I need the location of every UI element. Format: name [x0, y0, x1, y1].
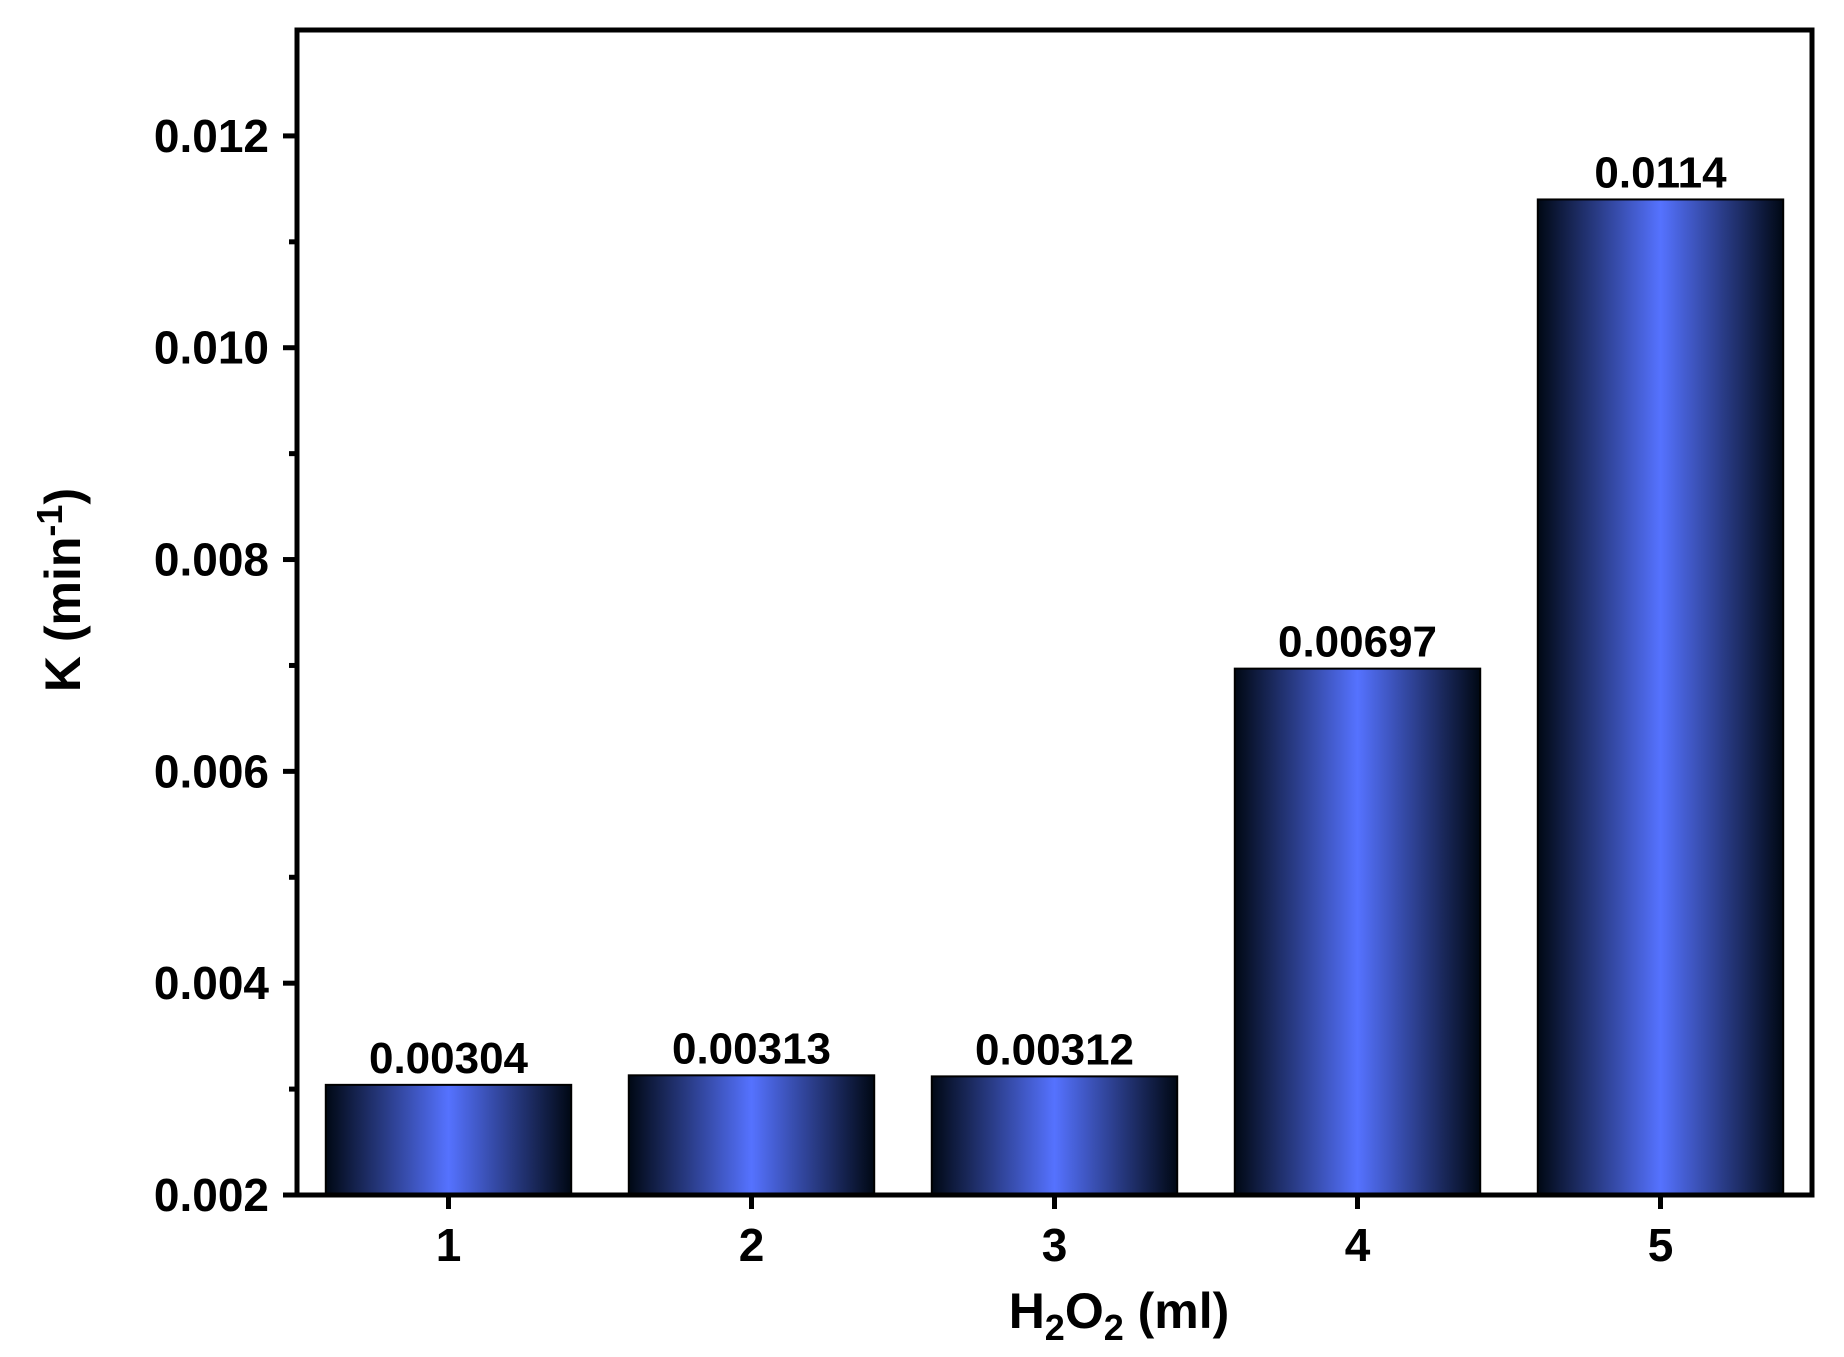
- bars-layer: [324, 198, 1785, 1197]
- y-axis-title-main: K (min: [35, 537, 91, 693]
- y-tick-label-0.012: 0.012: [154, 110, 269, 162]
- x-axis-title-sub2: 2: [1104, 1307, 1124, 1348]
- x-axis-title: H2O2 (ml): [1009, 1283, 1230, 1348]
- x-tick-label-5: 5: [1648, 1219, 1674, 1271]
- x-axis-title-base: H: [1009, 1283, 1045, 1339]
- x-axis-title-rest: (ml): [1124, 1283, 1230, 1339]
- data-label-2: 0.00313: [672, 1024, 831, 1073]
- y-tick-label-0.002: 0.002: [154, 1169, 269, 1221]
- y-axis-title-close: ): [35, 488, 91, 505]
- x-tick-label-4: 4: [1345, 1219, 1371, 1271]
- bar-3: [930, 1075, 1179, 1197]
- ticks-layer: 1 2 3 4 5 0.002 0.004 0.006 0.008 0.010 0.012: [154, 110, 1673, 1271]
- x-axis-title-sub1: 2: [1045, 1307, 1065, 1348]
- data-labels-layer: 0.00304 0.00313 0.00312 0.00697 0.0114: [369, 148, 1727, 1082]
- x-tick-label-2: 2: [739, 1219, 765, 1271]
- plot-frame: [294, 27, 1815, 1198]
- y-tick-label-0.004: 0.004: [154, 957, 270, 1009]
- bar-2: [627, 1074, 876, 1197]
- data-label-3: 0.00312: [975, 1025, 1134, 1074]
- bar-5: [1536, 198, 1785, 1197]
- data-label-5: 0.0114: [1594, 148, 1727, 197]
- y-tick-label-0.010: 0.010: [154, 322, 269, 374]
- bar-4: [1233, 667, 1482, 1196]
- y-axis-title: K (min-1): [29, 488, 91, 692]
- x-tick-label-1: 1: [436, 1219, 462, 1271]
- x-tick-label-3: 3: [1042, 1219, 1068, 1271]
- y-tick-label-0.008: 0.008: [154, 534, 269, 586]
- x-axis-title-mid: O: [1065, 1283, 1104, 1339]
- y-axis-title-sup: -1: [29, 505, 70, 537]
- data-label-4: 0.00697: [1278, 618, 1437, 667]
- y-tick-label-0.006: 0.006: [154, 745, 269, 797]
- data-label-1: 0.00304: [369, 1034, 529, 1083]
- bar-1: [324, 1083, 573, 1196]
